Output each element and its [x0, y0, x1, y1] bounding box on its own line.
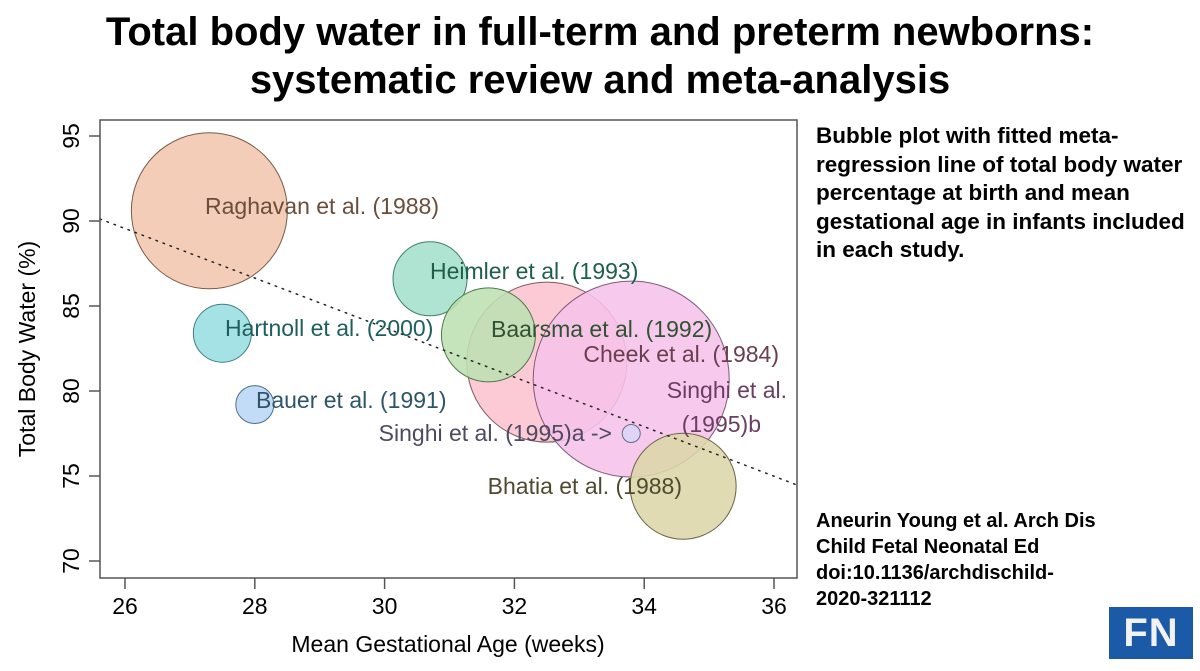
bubble-label: Singhi et al. (1995)a -> [379, 420, 612, 446]
bubble-labels-layer: Raghavan et al. (1988) Hartnoll et al. (2… [205, 193, 787, 499]
bubble-chart: Raghavan et al. (1988) Hartnoll et al. (2… [14, 119, 798, 657]
x-tick-label: 26 [112, 593, 138, 619]
citation-line-4: 2020-321112 [816, 588, 932, 610]
bubble [392, 241, 468, 317]
x-tick-label: 28 [242, 593, 268, 619]
citation-line-3: doi:10.1136/archdischild- [816, 562, 1054, 584]
page-title: Total body water in full-term and preter… [0, 8, 1200, 104]
citation-line-2: Child Fetal Neonatal Ed [816, 536, 1040, 558]
bubble [130, 132, 288, 290]
x-tick-label: 30 [372, 593, 398, 619]
bubble [629, 432, 737, 540]
x-tick-label: 36 [761, 593, 787, 619]
x-tick-label: 34 [631, 593, 657, 619]
bubble-label: Singhi et al. [667, 377, 787, 403]
bubble [235, 385, 275, 425]
title-line-1: Total body water in full-term and preter… [105, 10, 1095, 54]
bubble-label: Cheek et al. (1984) [583, 341, 779, 367]
y-tick-label: 80 [58, 378, 84, 404]
y-axis: 70 75 80 85 90 95 [58, 123, 100, 574]
bubble-label: Heimler et al. (1993) [430, 258, 638, 284]
y-tick-label: 85 [58, 293, 84, 319]
y-axis-title: Total Body Water (%) [14, 241, 40, 457]
bubble-label: Baarsma et al. (1992) [491, 316, 712, 342]
y-tick-label: 95 [58, 123, 84, 149]
y-tick-label: 75 [58, 463, 84, 489]
bubble-label: Hartnoll et al. (2000) [225, 315, 433, 341]
x-axis-title: Mean Gestational Age (weeks) [291, 631, 604, 657]
citation-line-1: Aneurin Young et al. Arch Dis [816, 510, 1096, 532]
bubble-label: Bhatia et al. (1988) [488, 473, 682, 499]
y-tick-label: 90 [58, 208, 84, 234]
citation: Aneurin Young et al. Arch Dis Child Feta… [816, 508, 1196, 612]
bubble-label: Bauer et al. (1991) [256, 387, 447, 413]
plot-area: Raghavan et al. (1988) Hartnoll et al. (2… [99, 119, 798, 579]
bubble [621, 424, 641, 443]
bubbles-layer [130, 132, 737, 540]
plot-frame [99, 119, 798, 579]
journal-logo: FN [1109, 607, 1193, 659]
x-tick-label: 32 [502, 593, 528, 619]
y-tick-label: 70 [58, 548, 84, 574]
bubble-label: (1995)b [682, 411, 761, 437]
x-axis: 26 28 30 32 34 36 [112, 578, 787, 619]
figure-caption: Bubble plot with fitted meta-regression … [816, 123, 1185, 262]
bubble-label: Raghavan et al. (1988) [205, 193, 439, 219]
title-line-2: systematic review and meta-analysis [249, 58, 951, 102]
bubble [192, 303, 252, 363]
